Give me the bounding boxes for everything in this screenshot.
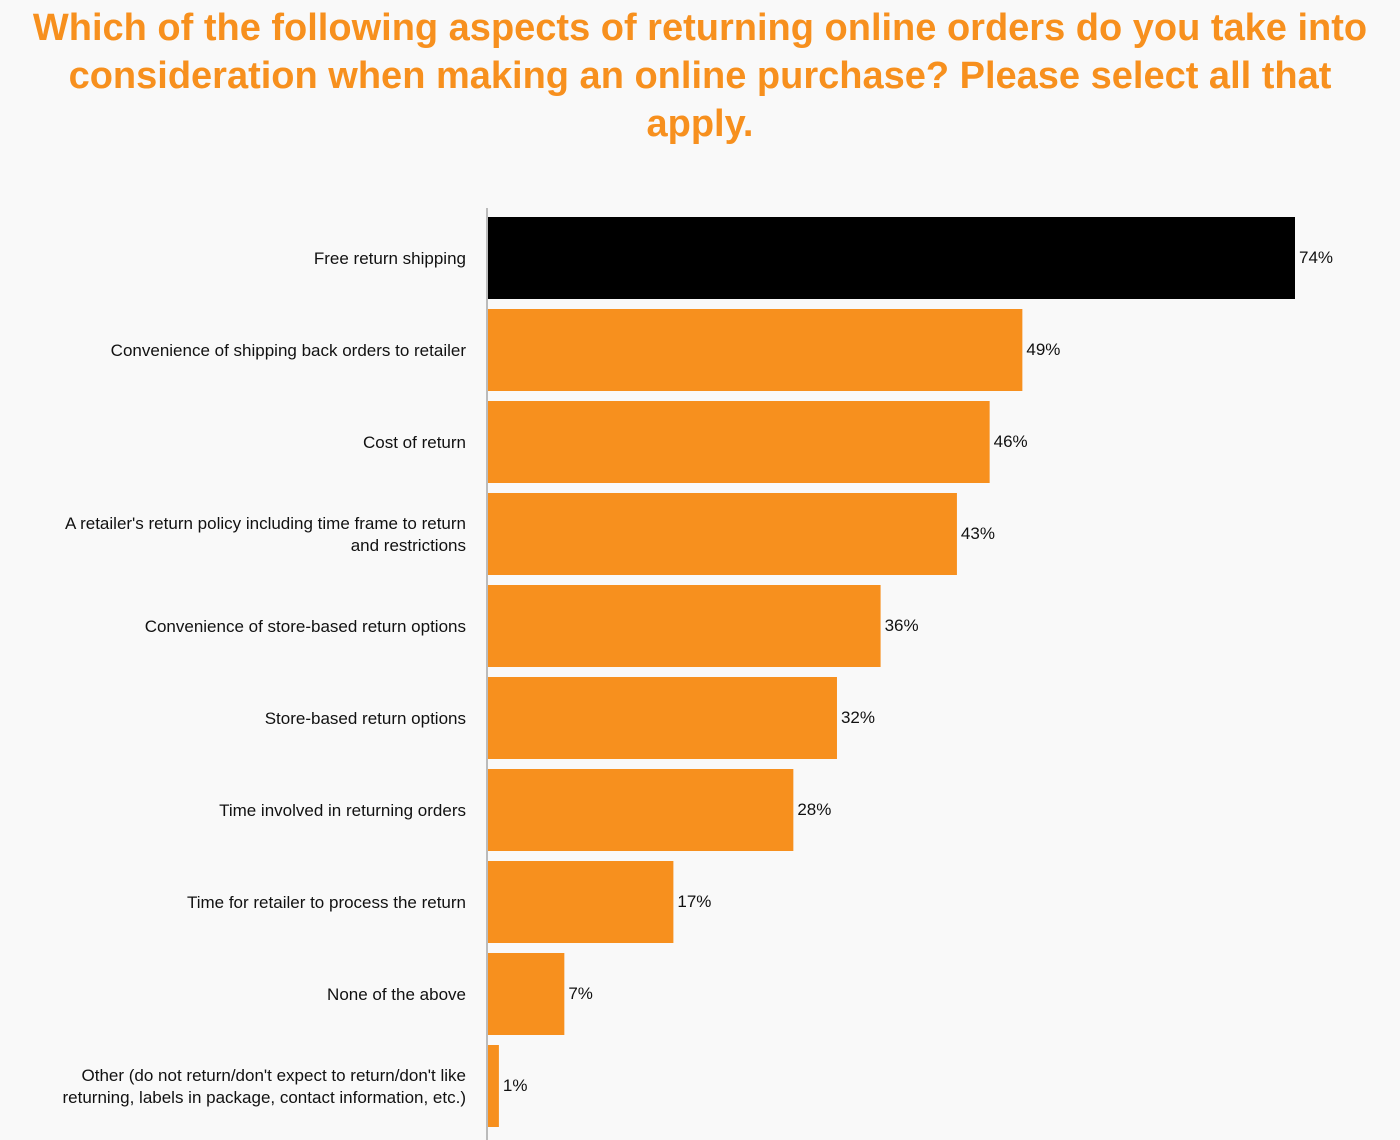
bar-1 xyxy=(488,217,1295,299)
bar-8 xyxy=(488,861,674,943)
category-label-1-line-1: Free return shipping xyxy=(314,249,466,268)
bar-5 xyxy=(488,585,881,667)
category-label-6: Store-based return options xyxy=(265,709,466,728)
category-label-10-line-2: returning, labels in package, contact in… xyxy=(63,1088,467,1107)
chart-title: Which of the following aspects of return… xyxy=(32,7,1368,145)
category-label-8: Time for retailer to process the return xyxy=(187,893,466,912)
category-label-5-line-1: Convenience of store-based return option… xyxy=(145,617,466,636)
category-label-7-line-1: Time involved in returning orders xyxy=(219,801,466,820)
value-label-10: 1% xyxy=(503,1076,528,1095)
category-label-8-line-1: Time for retailer to process the return xyxy=(187,893,466,912)
value-label-4: 43% xyxy=(961,524,995,543)
category-label-4-line-1: A retailer's return policy including tim… xyxy=(65,514,466,533)
category-label-3-line-1: Cost of return xyxy=(363,433,466,452)
bar-7 xyxy=(488,769,794,851)
value-label-8: 17% xyxy=(677,892,711,911)
bars-layer xyxy=(488,217,1295,1127)
category-label-7: Time involved in returning orders xyxy=(219,801,466,820)
category-label-4: A retailer's return policy including tim… xyxy=(65,514,466,555)
category-label-5: Convenience of store-based return option… xyxy=(145,617,466,636)
category-label-6-line-1: Store-based return options xyxy=(265,709,466,728)
category-label-1: Free return shipping xyxy=(314,249,466,268)
bar-10 xyxy=(488,1045,499,1127)
category-label-10-line-1: Other (do not return/don't expect to ret… xyxy=(82,1066,466,1085)
bar-6 xyxy=(488,677,837,759)
bar-4 xyxy=(488,493,957,575)
bar-2 xyxy=(488,309,1023,391)
bar-3 xyxy=(488,401,990,483)
value-label-1: 74% xyxy=(1299,248,1333,267)
category-label-9: None of the above xyxy=(327,985,466,1004)
value-label-5: 36% xyxy=(885,616,919,635)
category-label-9-line-1: None of the above xyxy=(327,985,466,1004)
bar-9 xyxy=(488,953,565,1035)
category-label-3: Cost of return xyxy=(363,433,466,452)
category-label-10: Other (do not return/don't expect to ret… xyxy=(63,1066,467,1107)
value-label-2: 49% xyxy=(1026,340,1060,359)
value-labels-layer: 74% 49% 46% 43% 36% 32% 28% 17% 7% 1% xyxy=(503,248,1333,1095)
category-label-2-line-1: Convenience of shipping back orders to r… xyxy=(111,341,467,360)
value-label-7: 28% xyxy=(797,800,831,819)
category-label-4-line-2: and restrictions xyxy=(351,536,466,555)
category-label-2: Convenience of shipping back orders to r… xyxy=(111,341,467,360)
category-labels-layer: Free return shipping Convenience of shipp… xyxy=(63,249,467,1107)
value-label-6: 32% xyxy=(841,708,875,727)
value-label-9: 7% xyxy=(568,984,593,1003)
value-label-3: 46% xyxy=(994,432,1028,451)
